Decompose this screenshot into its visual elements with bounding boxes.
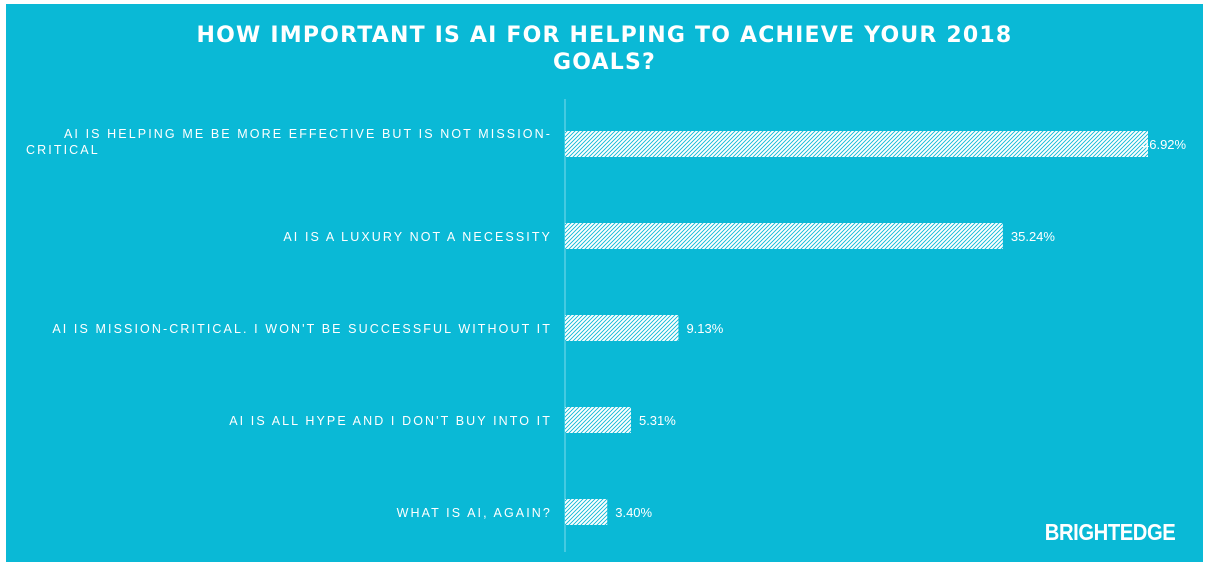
chart-title: HOW IMPORTANT IS AI FOR HELPING TO ACHIE… <box>6 22 1203 76</box>
bar-5 <box>565 499 608 525</box>
value-label-1: 46.92% <box>1142 137 1187 152</box>
bar-2 <box>565 223 1003 249</box>
value-label-5: 3.40% <box>615 505 652 520</box>
category-label-3: AI IS MISSION-CRITICAL. I WON'T BE SUCCE… <box>52 322 552 336</box>
bar-1 <box>565 131 1149 157</box>
category-label-4: AI IS ALL HYPE AND I DON'T BUY INTO IT <box>229 414 552 428</box>
category-label-1-line-1: AI IS HELPING ME BE MORE EFFECTIVE BUT I… <box>64 127 552 141</box>
bar-3 <box>565 315 679 341</box>
brightedge-logo: BRIGHTEDGE <box>1044 519 1175 545</box>
category-label-2: AI IS A LUXURY NOT A NECESSITY <box>283 230 552 244</box>
value-label-4: 5.31% <box>639 413 676 428</box>
value-label-3: 9.13% <box>686 321 723 336</box>
category-label-5: WHAT IS AI, AGAIN? <box>397 506 552 520</box>
category-label-1-line-2: CRITICAL <box>26 143 100 157</box>
bar-4 <box>565 407 631 433</box>
bar-chart: 46.92% AI IS HELPING ME BE MORE EFFECTIVE… <box>26 99 1187 552</box>
chart-title-line-2: GOALS? <box>552 50 657 75</box>
value-label-2: 35.24% <box>1011 229 1056 244</box>
bars-group: 46.92% AI IS HELPING ME BE MORE EFFECTIVE… <box>26 127 1187 525</box>
chart-panel: HOW IMPORTANT IS AI FOR HELPING TO ACHIE… <box>6 4 1203 562</box>
chart-title-line-1: HOW IMPORTANT IS AI FOR HELPING TO ACHIE… <box>196 23 1013 48</box>
